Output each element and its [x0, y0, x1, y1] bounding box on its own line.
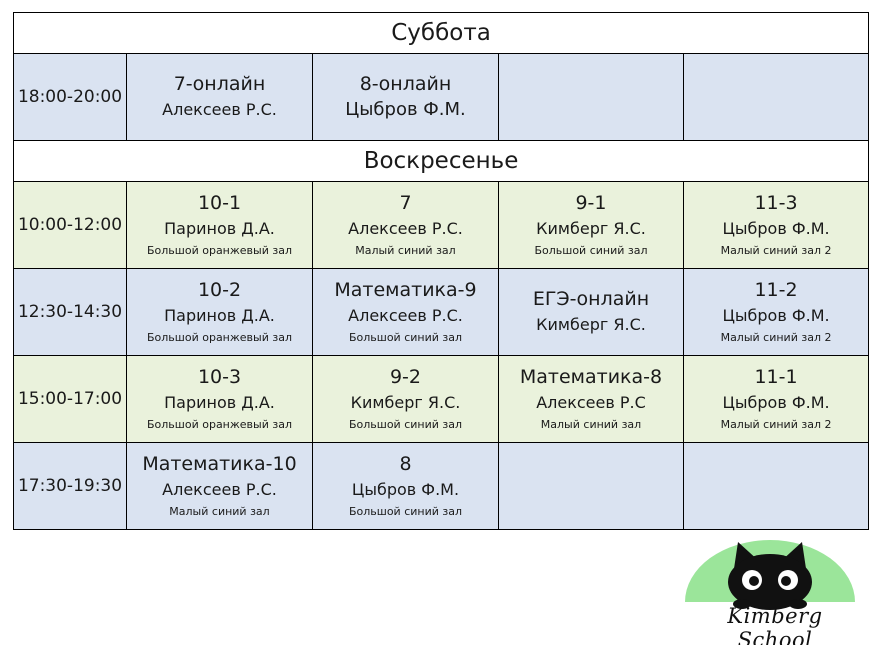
lesson-cell: ЕГЭ-онлайн Кимберг Я.С. — [498, 268, 684, 356]
table-row: 17:30-19:30 Математика-10 Алексеев Р.С. … — [13, 442, 870, 530]
teacher-name: Алексеев Р.С. — [348, 306, 463, 325]
table-row: 12:30-14:30 10-2 Паринов Д.А. Большой ор… — [13, 268, 870, 356]
teacher-name: Цыбров Ф.М. — [351, 480, 460, 499]
cat-right-pupil — [781, 576, 791, 586]
table-row: 18:00-20:00 7-онлайн Алексеев Р.С. 8-онл… — [13, 53, 870, 141]
day-header-row: Воскресенье — [12, 140, 870, 182]
lesson-cell: Математика-8 Алексеев Р.С Малый синий за… — [498, 355, 684, 443]
cat-left-pupil — [749, 576, 759, 586]
time-cell: 15:00-17:00 — [13, 355, 127, 443]
teacher-name: Алексеев Р.С — [536, 393, 646, 412]
table-row: 10:00-12:00 10-1 Паринов Д.А. Большой ор… — [13, 181, 870, 269]
table-row: 15:00-17:00 10-3 Паринов Д.А. Большой ор… — [13, 355, 870, 443]
group-name: 11-3 — [754, 192, 798, 214]
lesson-cell: 11-3 Цыбров Ф.М. Малый синий зал 2 — [682, 181, 870, 269]
lesson-cell: 10-3 Паринов Д.А. Большой оранжевый зал — [126, 355, 313, 443]
lesson-cell: 9-1 Кимберг Я.С. Большой синий зал — [498, 181, 684, 269]
group-name: 9-1 — [575, 192, 607, 214]
teacher-name: Кимберг Я.С. — [536, 315, 646, 334]
empty-cell — [682, 442, 870, 530]
logo-wordmark: Kimberg School — [727, 604, 823, 645]
empty-cell — [682, 53, 870, 141]
lesson-cell: 8 Цыбров Ф.М. Большой синий зал — [312, 442, 499, 530]
day-title-saturday: Суббота — [12, 12, 870, 54]
group-name: 10-1 — [197, 192, 242, 214]
teacher-name: Паринов Д.А. — [164, 219, 275, 238]
group-name: 10-2 — [197, 279, 242, 301]
group-name: Математика-9 — [334, 279, 477, 301]
room-name: Малый синий зал — [540, 418, 642, 431]
time-cell: 12:30-14:30 — [13, 268, 127, 356]
lesson-cell: Математика-9 Алексеев Р.С. Большой синий… — [312, 268, 499, 356]
empty-cell — [498, 53, 684, 141]
room-name: Малый синий зал 2 — [720, 331, 832, 344]
teacher-name: Цыбров Ф.М. — [722, 393, 830, 412]
teacher-name: Кимберг Я.С. — [350, 393, 461, 412]
teacher-name: Паринов Д.А. — [164, 393, 275, 412]
group-name: 11-2 — [754, 279, 798, 301]
teacher-name: Алексеев Р.С. — [162, 100, 277, 119]
group-name: 11-1 — [754, 366, 798, 388]
day-header-row: Суббота — [12, 12, 870, 54]
cat-left-paw — [733, 599, 751, 609]
time-cell: 17:30-19:30 — [13, 442, 127, 530]
schedule-table: Суббота 18:00-20:00 7-онлайн Алексеев Р.… — [12, 12, 870, 530]
teacher-name: Паринов Д.А. — [164, 306, 275, 325]
room-name: Большой синий зал — [348, 331, 463, 344]
group-name: Математика-8 — [519, 366, 663, 388]
lesson-cell: 10-1 Паринов Д.А. Большой оранжевый зал — [126, 181, 313, 269]
group-name: 9-2 — [389, 366, 422, 388]
room-name: Большой оранжевый зал — [147, 418, 292, 431]
group-name: 7 — [399, 192, 412, 214]
teacher-name: Кимберг Я.С. — [536, 219, 646, 238]
room-name: Большой оранжевый зал — [147, 331, 292, 344]
time-cell: 10:00-12:00 — [13, 181, 127, 269]
room-name: Малый синий зал — [169, 505, 270, 518]
day-title-sunday: Воскресенье — [12, 140, 870, 182]
teacher-name: Цыбров Ф.М. — [722, 306, 830, 325]
group-name: 7-онлайн — [173, 73, 266, 95]
cat-head — [728, 554, 812, 610]
group-name: ЕГЭ-онлайн — [532, 288, 650, 310]
teacher-name: Цыбров Ф.М. — [345, 99, 466, 120]
room-name: Малый синий зал 2 — [720, 418, 832, 431]
teacher-name: Алексеев Р.С. — [162, 480, 277, 499]
time-cell: 18:00-20:00 — [13, 53, 127, 141]
group-name: 10-3 — [197, 366, 242, 388]
lesson-cell: 9-2 Кимберг Я.С. Большой синий зал — [312, 355, 499, 443]
group-name: Математика-10 — [142, 453, 297, 475]
black-cat-icon — [685, 540, 855, 610]
lesson-cell: 7 Алексеев Р.С. Малый синий зал — [312, 181, 499, 269]
room-name: Большой синий зал — [348, 505, 463, 518]
lesson-cell: 7-онлайн Алексеев Р.С. — [126, 53, 313, 141]
group-name: 8-онлайн — [359, 73, 452, 95]
room-name: Большой синий зал — [348, 418, 463, 431]
room-name: Малый синий зал 2 — [720, 244, 832, 257]
room-name: Большой оранжевый зал — [147, 244, 292, 257]
lesson-cell: 8-онлайн Цыбров Ф.М. — [312, 53, 499, 141]
group-name: 8 — [399, 453, 412, 475]
lesson-cell: 11-2 Цыбров Ф.М. Малый синий зал 2 — [682, 268, 870, 356]
teacher-name: Цыбров Ф.М. — [722, 219, 830, 238]
lesson-cell: 11-1 Цыбров Ф.М. Малый синий зал 2 — [682, 355, 870, 443]
lesson-cell: Математика-10 Алексеев Р.С. Малый синий … — [126, 442, 313, 530]
empty-cell — [498, 442, 684, 530]
lesson-cell: 10-2 Паринов Д.А. Большой оранжевый зал — [126, 268, 313, 356]
room-name: Малый синий зал — [355, 244, 456, 257]
teacher-name: Алексеев Р.С. — [348, 219, 463, 238]
room-name: Большой синий зал — [534, 244, 648, 257]
cat-right-paw — [789, 599, 807, 609]
